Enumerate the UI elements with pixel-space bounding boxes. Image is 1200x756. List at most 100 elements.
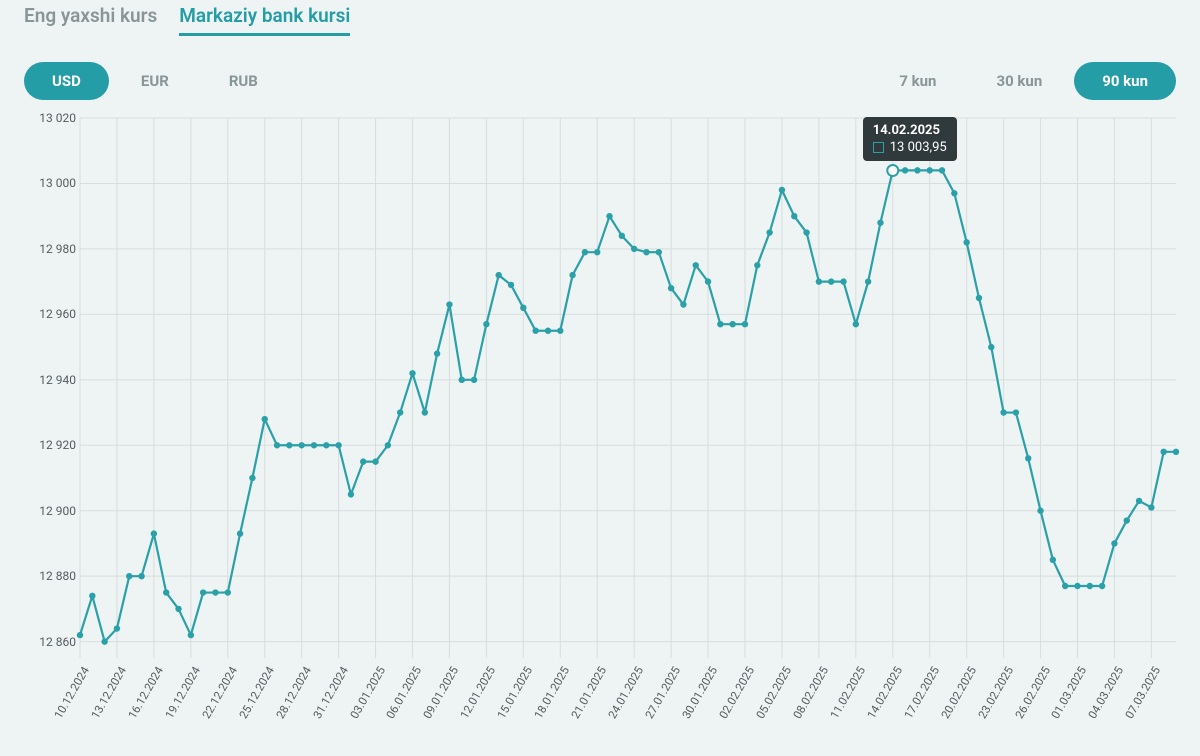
data-point[interactable] (877, 220, 883, 226)
data-point[interactable] (1000, 409, 1006, 415)
data-point[interactable] (693, 262, 699, 268)
tab-central-bank[interactable]: Markaziy bank kursi (179, 0, 350, 36)
data-point[interactable] (138, 573, 144, 579)
data-point[interactable] (422, 409, 428, 415)
data-point[interactable] (532, 328, 538, 334)
data-point[interactable] (397, 409, 403, 415)
x-axis-label: 07.03.2025 (1122, 664, 1163, 721)
data-point[interactable] (1148, 504, 1154, 510)
data-point[interactable] (89, 593, 95, 599)
data-point[interactable] (348, 491, 354, 497)
data-point[interactable] (545, 328, 551, 334)
data-point[interactable] (631, 246, 637, 252)
range-90-kun[interactable]: 90 kun (1074, 62, 1176, 100)
data-point[interactable] (311, 442, 317, 448)
data-point[interactable] (520, 305, 526, 311)
data-point[interactable] (902, 167, 908, 173)
data-point[interactable] (1074, 583, 1080, 589)
data-point[interactable] (1013, 409, 1019, 415)
data-point[interactable] (1099, 583, 1105, 589)
data-point[interactable] (754, 262, 760, 268)
data-point[interactable] (249, 475, 255, 481)
data-point[interactable] (409, 370, 415, 376)
data-point[interactable] (508, 282, 514, 288)
data-point[interactable] (606, 213, 612, 219)
data-point[interactable] (705, 278, 711, 284)
data-point[interactable] (569, 272, 575, 278)
currency-eur[interactable]: EUR (113, 62, 197, 100)
data-point[interactable] (988, 344, 994, 350)
data-point[interactable] (286, 442, 292, 448)
data-point[interactable] (459, 377, 465, 383)
data-point[interactable] (323, 442, 329, 448)
data-point[interactable] (1050, 557, 1056, 563)
data-point[interactable] (927, 167, 933, 173)
data-point[interactable] (742, 321, 748, 327)
data-point[interactable] (865, 278, 871, 284)
data-point[interactable] (803, 229, 809, 235)
data-point[interactable] (77, 632, 83, 638)
data-point[interactable] (1173, 449, 1179, 455)
data-point[interactable] (335, 442, 341, 448)
data-point[interactable] (963, 239, 969, 245)
data-point[interactable] (483, 321, 489, 327)
data-point[interactable] (175, 606, 181, 612)
data-point[interactable] (200, 589, 206, 595)
data-point[interactable] (372, 458, 378, 464)
data-point[interactable] (151, 530, 157, 536)
data-point[interactable] (101, 638, 107, 644)
data-point[interactable] (582, 249, 588, 255)
data-point[interactable] (495, 272, 501, 278)
data-point[interactable] (212, 589, 218, 595)
data-point[interactable] (114, 625, 120, 631)
data-point[interactable] (471, 377, 477, 383)
data-point[interactable] (729, 321, 735, 327)
data-point[interactable] (668, 285, 674, 291)
data-point[interactable] (434, 350, 440, 356)
data-point[interactable] (1025, 455, 1031, 461)
data-point[interactable] (853, 321, 859, 327)
x-axis-label: 27.01.2025 (642, 664, 683, 721)
data-point[interactable] (1160, 449, 1166, 455)
data-point[interactable] (1087, 583, 1093, 589)
data-point[interactable] (385, 442, 391, 448)
data-point[interactable] (976, 295, 982, 301)
data-point[interactable] (643, 249, 649, 255)
data-point[interactable] (1136, 498, 1142, 504)
data-point[interactable] (126, 573, 132, 579)
data-point[interactable] (656, 249, 662, 255)
data-point[interactable] (914, 167, 920, 173)
x-axis-label: 10.12.2024 (51, 664, 92, 721)
data-point[interactable] (237, 530, 243, 536)
data-point[interactable] (939, 167, 945, 173)
data-point[interactable] (163, 589, 169, 595)
data-point[interactable] (779, 187, 785, 193)
data-point[interactable] (360, 458, 366, 464)
data-point[interactable] (766, 229, 772, 235)
tab-best-rate[interactable]: Eng yaxshi kurs (24, 0, 157, 36)
data-point[interactable] (680, 301, 686, 307)
data-point[interactable] (951, 190, 957, 196)
range-30-kun[interactable]: 30 kun (968, 62, 1070, 100)
data-point[interactable] (594, 249, 600, 255)
data-point[interactable] (1124, 517, 1130, 523)
currency-usd[interactable]: USD (24, 62, 109, 100)
data-point[interactable] (1062, 583, 1068, 589)
data-point[interactable] (274, 442, 280, 448)
data-point[interactable] (557, 328, 563, 334)
currency-rub[interactable]: RUB (201, 62, 286, 100)
data-point[interactable] (840, 278, 846, 284)
data-point[interactable] (1037, 508, 1043, 514)
data-point[interactable] (717, 321, 723, 327)
data-point[interactable] (188, 632, 194, 638)
data-point[interactable] (619, 233, 625, 239)
data-point[interactable] (1111, 540, 1117, 546)
data-point[interactable] (262, 416, 268, 422)
data-point[interactable] (791, 213, 797, 219)
data-point[interactable] (446, 301, 452, 307)
data-point[interactable] (828, 278, 834, 284)
range-7-kun[interactable]: 7 kun (871, 62, 964, 100)
data-point[interactable] (225, 589, 231, 595)
data-point[interactable] (298, 442, 304, 448)
data-point[interactable] (816, 278, 822, 284)
